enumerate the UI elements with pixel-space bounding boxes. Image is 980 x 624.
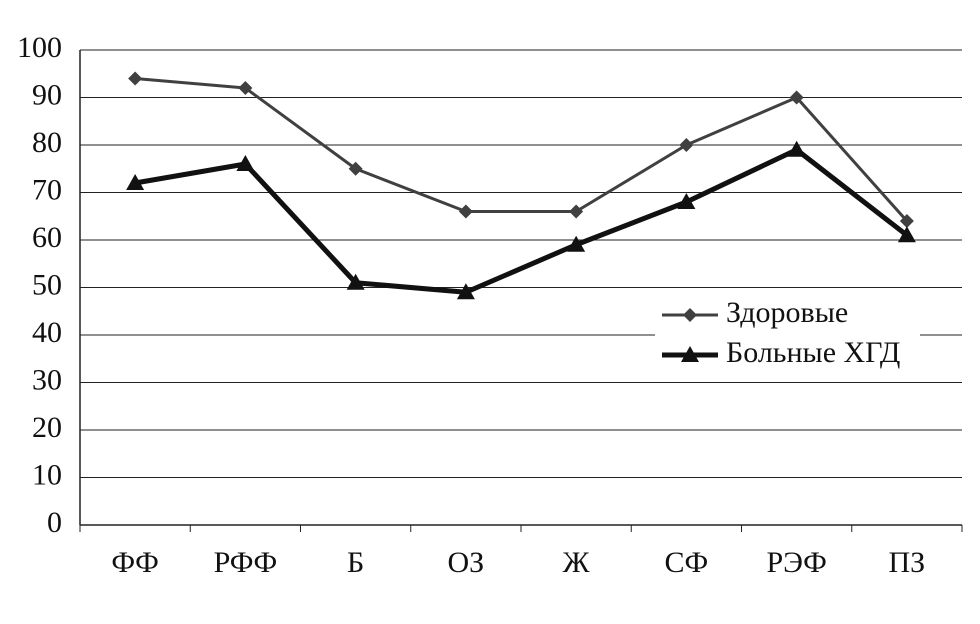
series-line [134,77,908,222]
marker [346,273,365,290]
marker [458,204,473,219]
marker [679,138,694,152]
x-tick-label: РФФ [214,546,278,579]
y-tick-label: 30 [32,363,62,396]
legend-box [655,293,920,375]
marker [238,81,253,95]
marker [348,161,363,176]
legend-label: Больные ХГД [726,336,900,369]
marker [569,204,584,219]
marker [236,155,255,171]
marker [677,193,696,209]
x-tick-label: СФ [665,546,709,579]
x-tick-label: Ж [563,546,590,579]
x-tick-label: РЭФ [766,546,826,579]
y-tick-label: 40 [32,316,62,349]
y-tick-label: 100 [17,31,62,64]
marker [789,90,804,105]
x-tick-label: ФФ [111,546,158,579]
marker [683,308,697,322]
y-tick-label: 10 [32,458,62,491]
y-tick-label: 80 [32,126,62,159]
series-line [134,147,909,295]
y-tick-label: 90 [32,78,62,111]
y-tick-label: 20 [32,411,62,444]
y-tick-label: 60 [32,221,62,254]
x-tick-label: ОЗ [448,546,485,579]
marker [899,214,914,228]
marker [128,71,143,86]
y-tick-label: 50 [32,268,62,301]
marker [456,283,475,300]
x-tick-label: ПЗ [889,546,926,579]
marker [787,140,806,157]
marker [897,226,916,243]
marker [567,235,586,252]
y-tick-label: 70 [32,173,62,206]
x-tick-label: Б [347,546,364,579]
y-tick-label: 0 [47,506,62,539]
marker [681,346,699,362]
marker [126,174,145,190]
legend-label: Здоровые [726,296,848,329]
